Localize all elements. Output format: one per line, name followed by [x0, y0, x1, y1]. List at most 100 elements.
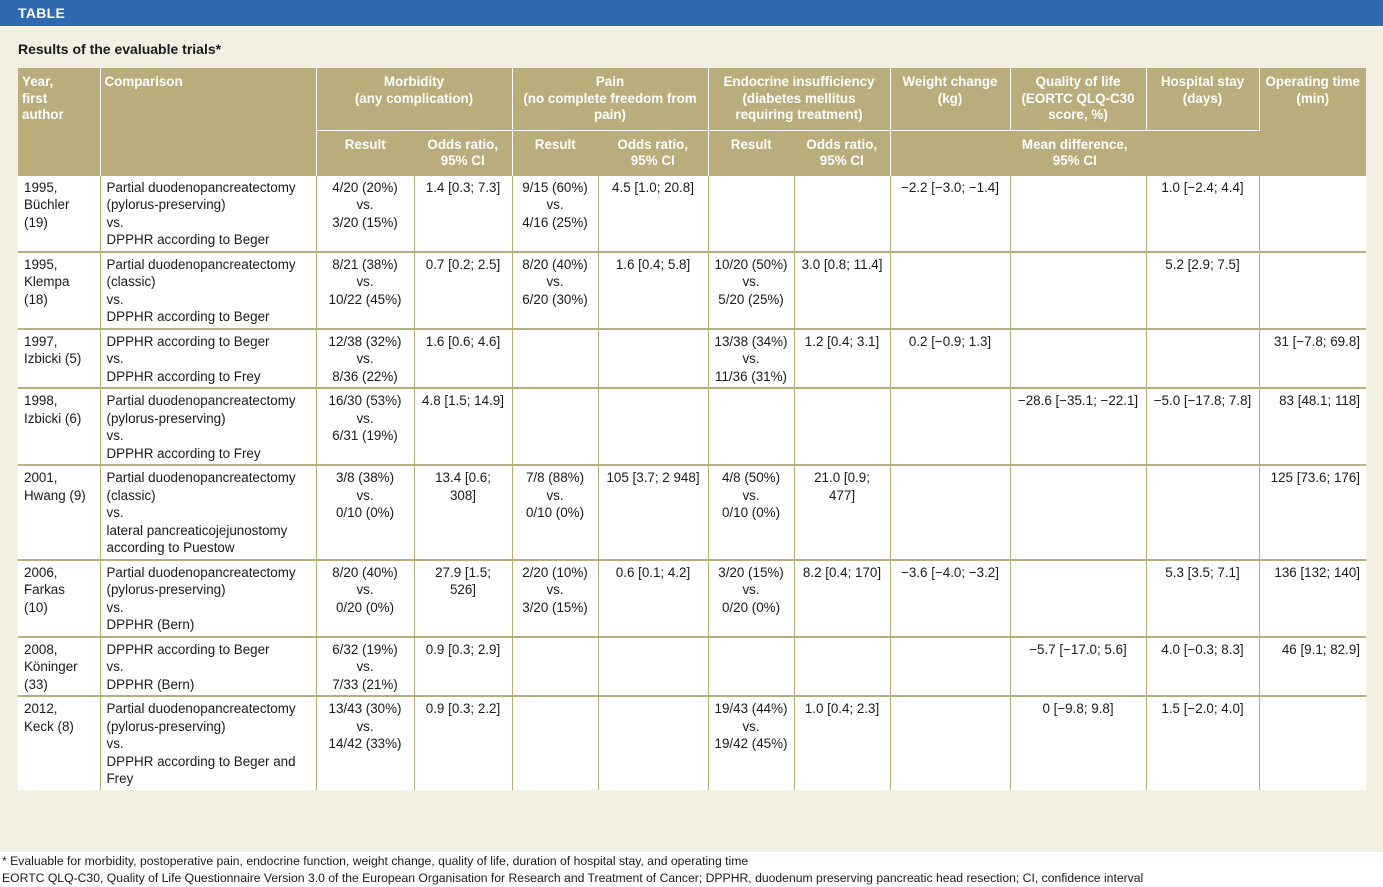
header-year: Year, first author [18, 68, 101, 176]
header-hospital-text: Hospital stay (days) [1160, 74, 1245, 106]
cell-endocrine-odds [794, 387, 891, 465]
cell-quality-of-life [1010, 558, 1147, 637]
table-row: 1995, Klempa (18) Partial duodenopancreat… [18, 250, 1367, 329]
cell-comparison: Partial duodenopancreatectomy (classic) … [100, 464, 317, 560]
cell-morbidity-odds: 0.9 [0.3; 2.9] [414, 635, 513, 696]
cell-weight-change [890, 464, 1011, 560]
cell-pain-odds: 1.6 [0.4; 5.8] [598, 250, 709, 329]
header-blank [1259, 130, 1367, 176]
cell-pain-result: 8/20 (40%) vs. 6/20 (30%) [512, 250, 599, 329]
cell-quality-of-life [1010, 250, 1147, 329]
cell-comparison: DPPHR according to Beger vs. DPPHR (Bern… [100, 635, 317, 696]
header-comparison: Comparison [100, 68, 317, 176]
results-table: Year, first author Comparison Morbidity … [18, 68, 1367, 790]
cell-morbidity-odds: 1.4 [0.3; 7.3] [414, 175, 513, 252]
header-endocrine-result: Result [708, 129, 795, 176]
cell-operating-time [1259, 695, 1367, 790]
cell-year: 2008, Köninger (33) [18, 635, 101, 696]
table-row: 2012, Keck (8) Partial duodenopancreatect… [18, 695, 1367, 790]
cell-endocrine-odds: 21.0 [0.9; 477] [794, 464, 891, 560]
cell-comparison: Partial duodenopancreatectomy (pylorus-p… [100, 558, 317, 637]
cell-morbidity-odds: 0.9 [0.3; 2.2] [414, 695, 513, 790]
cell-endocrine-result: 10/20 (50%) vs. 5/20 (25%) [708, 250, 795, 329]
cell-weight-change: −3.6 [−4.0; −3.2] [890, 558, 1011, 637]
header-comparison-text: Comparison [104, 74, 183, 89]
cell-weight-change [890, 387, 1011, 465]
header-optime-text: Operating time (min) [1265, 74, 1361, 106]
header-optime: Operating time (min) [1259, 68, 1367, 130]
cell-morbidity-result: 4/20 (20%) vs. 3/20 (15%) [316, 175, 415, 252]
header-endocrine-text: Endocrine insufficiency (diabetes mellit… [723, 74, 875, 122]
cell-endocrine-result [708, 175, 795, 252]
cell-pain-result: 9/15 (60%) vs. 4/16 (25%) [512, 175, 599, 252]
cell-morbidity-result: 8/20 (40%) vs. 0/20 (0%) [316, 558, 415, 637]
banner-label: TABLE [18, 5, 66, 21]
cell-hospital-stay: 1.5 [−2.0; 4.0] [1146, 695, 1260, 790]
cell-morbidity-odds: 4.8 [1.5; 14.9] [414, 387, 513, 465]
cell-comparison: Partial duodenopancreatectomy (pylorus-p… [100, 175, 317, 252]
cell-year: 2006, Farkas (10) [18, 558, 101, 637]
table-panel: Results of the evaluable trials* Year, f… [0, 26, 1383, 852]
cell-operating-time: 125 [73.6; 176] [1259, 464, 1367, 560]
cell-hospital-stay [1146, 464, 1260, 560]
cell-quality-of-life [1010, 327, 1147, 388]
cell-hospital-stay: 4.0 [−0.3; 8.3] [1146, 635, 1260, 696]
cell-year: 1995, Büchler (19) [18, 175, 101, 252]
cell-morbidity-result: 8/21 (38%) vs. 10/22 (45%) [316, 250, 415, 329]
cell-endocrine-odds: 1.2 [0.4; 3.1] [794, 327, 891, 388]
cell-endocrine-odds: 3.0 [0.8; 11.4] [794, 250, 891, 329]
cell-year: 2012, Keck (8) [18, 695, 101, 790]
header-qol: Quality of life (EORTC QLQ-C30 score, %) [1010, 68, 1147, 130]
cell-hospital-stay: 5.3 [3.5; 7.1] [1146, 558, 1260, 637]
header-result-text: Result [730, 136, 772, 152]
header-pain: Pain (no complete freedom from pain) [512, 68, 709, 130]
cell-endocrine-result [708, 635, 795, 696]
table-banner: TABLE [0, 0, 1383, 26]
cell-morbidity-result: 6/32 (19%) vs. 7/33 (21%) [316, 635, 415, 696]
cell-morbidity-odds: 0.7 [0.2; 2.5] [414, 250, 513, 329]
cell-weight-change [890, 635, 1011, 696]
cell-year: 1997, Izbicki (5) [18, 327, 101, 388]
header-qol-text: Quality of life (EORTC QLQ-C30 score, %) [1021, 74, 1135, 122]
cell-morbidity-result: 16/30 (53%) vs. 6/31 (19%) [316, 387, 415, 465]
cell-weight-change: 0.2 [−0.9; 1.3] [890, 327, 1011, 388]
cell-endocrine-odds [794, 635, 891, 696]
cell-quality-of-life [1010, 175, 1147, 252]
header-result-text: Result [534, 136, 576, 152]
footnote-asterisk: * Evaluable for morbidity, postoperative… [2, 854, 749, 868]
header-weight: Weight change (kg) [890, 68, 1011, 130]
cell-comparison: Partial duodenopancreatectomy (pylorus-p… [100, 387, 317, 465]
cell-comparison: Partial duodenopancreatectomy (pylorus-p… [100, 695, 317, 790]
cell-operating-time: 46 [9.1; 82.9] [1259, 635, 1367, 696]
cell-endocrine-odds: 8.2 [0.4; 170] [794, 558, 891, 637]
header-endocrine-odds: Odds ratio, 95% CI [794, 129, 891, 176]
header-morbidity-odds: Odds ratio, 95% CI [414, 129, 513, 176]
footnotes: * Evaluable for morbidity, postoperative… [2, 853, 1143, 887]
cell-pain-odds: 4.5 [1.0; 20.8] [598, 175, 709, 252]
cell-comparison: Partial duodenopancreatectomy (classic) … [100, 250, 317, 329]
header-morbidity-text: Morbidity (any complication) [354, 74, 474, 106]
cell-morbidity-odds: 27.9 [1.5; 526] [414, 558, 513, 637]
cell-operating-time [1259, 250, 1367, 329]
cell-endocrine-result: 4/8 (50%) vs. 0/10 (0%) [708, 464, 795, 560]
cell-hospital-stay: −5.0 [−17.8; 7.8] [1146, 387, 1260, 465]
cell-hospital-stay: 5.2 [2.9; 7.5] [1146, 250, 1260, 329]
table-row: 1995, Büchler (19) Partial duodenopancrea… [18, 175, 1366, 252]
header-morbidity-result: Result [316, 129, 414, 176]
cell-year: 1995, Klempa (18) [18, 250, 101, 329]
cell-endocrine-odds [794, 175, 891, 252]
cell-pain-result: 7/8 (88%) vs. 0/10 (0%) [512, 464, 599, 560]
header-odds-text: Odds ratio, 95% CI [427, 136, 499, 169]
cell-operating-time [1259, 176, 1366, 252]
cell-morbidity-result: 3/8 (38%) vs. 0/10 (0%) [316, 464, 415, 560]
cell-pain-odds [598, 387, 709, 465]
header-mean-difference-text: Mean difference, 95% CI [1021, 136, 1128, 169]
header-result-text: Result [344, 136, 386, 152]
table-row: 1998, Izbicki (6) Partial duodenopancreat… [18, 387, 1367, 465]
cell-morbidity-result: 12/38 (32%) vs. 8/36 (22%) [316, 327, 415, 388]
table-title: Results of the evaluable trials* [18, 41, 222, 57]
cell-pain-odds [598, 635, 709, 696]
cell-pain-result [512, 635, 599, 696]
header-mean-difference: Mean difference, 95% CI [890, 129, 1260, 176]
cell-pain-odds: 105 [3.7; 2 948] [598, 464, 709, 560]
